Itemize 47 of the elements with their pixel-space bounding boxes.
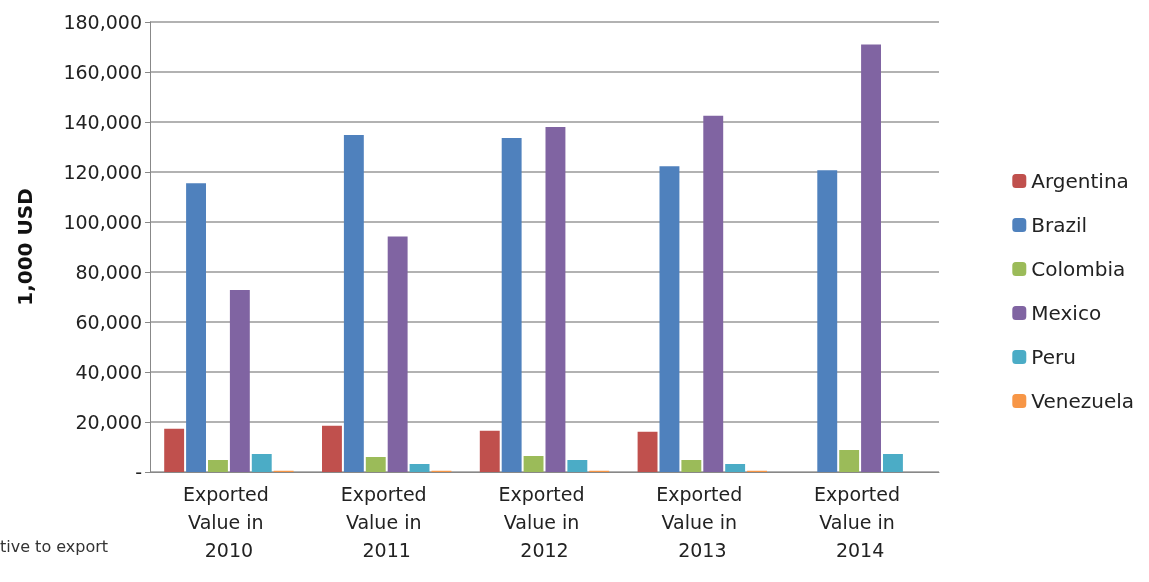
bar <box>725 464 746 472</box>
x-tick-label: Exported Value in 2011 <box>340 483 433 561</box>
bar <box>501 138 522 472</box>
bar <box>365 457 386 472</box>
bar <box>861 44 881 472</box>
y-tick-label: 60,000 <box>75 311 142 333</box>
bar <box>839 450 860 472</box>
y-tick-label: 180,000 <box>63 11 142 33</box>
bar <box>164 428 185 472</box>
y-tick-label: 100,000 <box>63 211 142 233</box>
bar <box>409 464 430 472</box>
legend-label: Venezuela <box>1031 389 1135 413</box>
x-tick-label: Exported Value in 2013 <box>656 483 749 561</box>
y-tick-label: 20,000 <box>75 411 142 433</box>
y-tick-label: - <box>135 461 142 483</box>
bar <box>186 183 207 472</box>
legend-label: Peru <box>1031 345 1076 369</box>
bar <box>681 460 702 472</box>
x-tick-label: Exported Value in 2010 <box>182 483 275 561</box>
bar <box>637 431 658 472</box>
bar <box>567 460 588 472</box>
bar <box>545 127 566 472</box>
y-tick-label: 40,000 <box>75 361 142 383</box>
legend-label: Argentina <box>1031 169 1129 193</box>
bar <box>703 115 724 472</box>
y-axis-title: 1,000 USD <box>13 188 37 306</box>
text: tive to export <box>0 536 109 556</box>
bar <box>523 456 544 472</box>
legend-label: Colombia <box>1031 257 1126 281</box>
y-tick-label: 120,000 <box>63 161 142 183</box>
y-tick-label: 80,000 <box>75 261 142 283</box>
bar <box>251 454 272 472</box>
bar <box>882 454 903 472</box>
bar <box>659 166 680 472</box>
x-tick-label: Exported Value in 2012 <box>498 483 591 561</box>
bar <box>817 170 838 472</box>
bar <box>322 425 342 472</box>
bar <box>343 135 364 472</box>
y-tick-label: 160,000 <box>63 61 142 83</box>
bar <box>479 430 500 472</box>
x-tick-label: Exported Value in 2014 <box>814 483 907 561</box>
legend-label: Brazil <box>1031 213 1088 237</box>
bar <box>229 290 250 472</box>
bar <box>387 236 408 472</box>
y-tick-label: 140,000 <box>63 111 142 133</box>
bar <box>208 460 228 472</box>
legend-label: Mexico <box>1031 301 1102 325</box>
